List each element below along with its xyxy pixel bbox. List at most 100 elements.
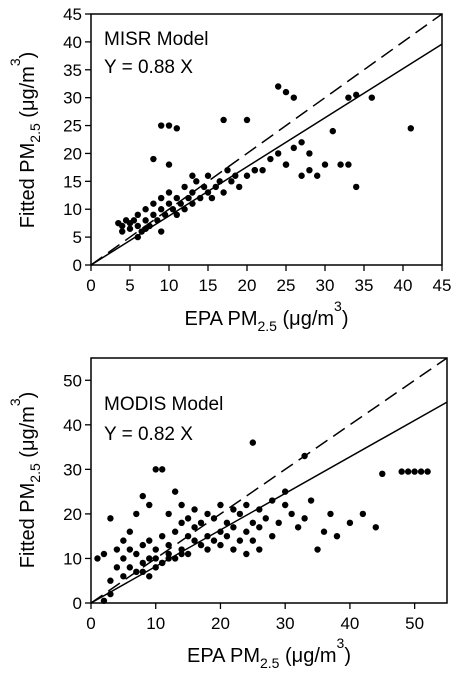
label-part: ) (17, 392, 39, 399)
point (120, 555, 127, 562)
point (193, 178, 200, 185)
x-tick-label: 10 (160, 276, 179, 295)
point (134, 222, 141, 230)
point (204, 172, 212, 179)
point (368, 94, 375, 101)
x-axis-title: EPA PM2.5 (μg/m3) (184, 298, 348, 334)
label-part: (μg/m (17, 66, 39, 123)
point (178, 501, 185, 509)
point (333, 532, 341, 540)
point (150, 155, 157, 163)
x-tick-label: 30 (276, 614, 295, 633)
point (150, 211, 157, 218)
point (113, 546, 121, 553)
point (306, 166, 313, 174)
point (107, 515, 114, 522)
point (372, 524, 379, 531)
annotation: MODIS Model (104, 394, 223, 415)
point (210, 537, 218, 544)
point (146, 555, 153, 562)
x-tick-label: 5 (125, 276, 134, 295)
x-tick-label: 40 (394, 276, 413, 295)
point (126, 225, 134, 232)
x-tick-label: 15 (199, 276, 218, 295)
point (189, 172, 196, 179)
point (327, 510, 334, 518)
point (424, 468, 431, 475)
point (107, 577, 114, 584)
y-tick-label: 30 (63, 89, 82, 108)
point (306, 150, 313, 157)
point (158, 206, 165, 213)
point (223, 532, 231, 540)
point (120, 537, 127, 544)
y-tick-label: 40 (63, 33, 82, 52)
point (243, 550, 250, 558)
point (208, 194, 216, 202)
point (232, 172, 239, 179)
x-tick-label: 40 (340, 614, 359, 633)
point (120, 573, 127, 580)
point (191, 537, 198, 544)
x-tick-label: 10 (146, 614, 165, 633)
point (345, 161, 352, 168)
point (256, 524, 263, 531)
x-tick-label: 35 (355, 276, 374, 295)
label-part: 2.5 (27, 123, 43, 143)
point (220, 189, 227, 196)
point (181, 183, 188, 191)
point (282, 88, 290, 96)
panel: 0 5 10 15 20 25 30 35 40 45 0 5 10 15 20 25 30 35 40 45 MISR… (7, 5, 451, 334)
y-axis-title: Fitted PM2.5 (μg/m3) (7, 392, 43, 569)
point (142, 217, 149, 224)
label-part: (μg/m (17, 406, 39, 463)
point (345, 94, 352, 101)
point (119, 228, 126, 235)
y-tick-label: 10 (63, 549, 82, 568)
point (165, 189, 173, 196)
y-tick-label: 40 (63, 416, 82, 435)
point (236, 183, 243, 191)
identity-line (90, 357, 448, 604)
y-tick-label: 45 (63, 5, 82, 24)
point (191, 506, 198, 513)
point (314, 172, 321, 179)
point (288, 510, 295, 518)
point (115, 219, 122, 227)
point (230, 524, 237, 531)
label-part: ) (342, 308, 349, 330)
point (100, 550, 108, 558)
point (417, 468, 425, 475)
point (269, 532, 276, 540)
point (171, 528, 179, 535)
point (152, 546, 159, 553)
label-part: Fitted PM (17, 483, 39, 569)
point (282, 161, 290, 168)
point (329, 127, 336, 135)
point (204, 546, 211, 553)
point (290, 144, 297, 152)
identity-line (90, 13, 443, 266)
x-tick-label: 45 (433, 276, 452, 295)
y-tick-label: 15 (63, 172, 82, 191)
point (158, 194, 165, 202)
point (169, 206, 177, 213)
point (407, 125, 414, 132)
label-part: 2.5 (260, 655, 280, 671)
point (171, 488, 179, 495)
point (243, 172, 251, 179)
point (126, 564, 134, 571)
y-tick-label: 25 (63, 117, 82, 136)
point (133, 510, 140, 518)
point (133, 550, 140, 558)
point (337, 161, 344, 168)
point (236, 537, 244, 544)
x-tick-label: 25 (277, 276, 296, 295)
point (275, 519, 282, 527)
y-tick-label: 0 (73, 256, 82, 275)
label-part: 3 (334, 298, 342, 314)
point (321, 161, 329, 168)
point (294, 524, 302, 531)
point (146, 537, 153, 544)
